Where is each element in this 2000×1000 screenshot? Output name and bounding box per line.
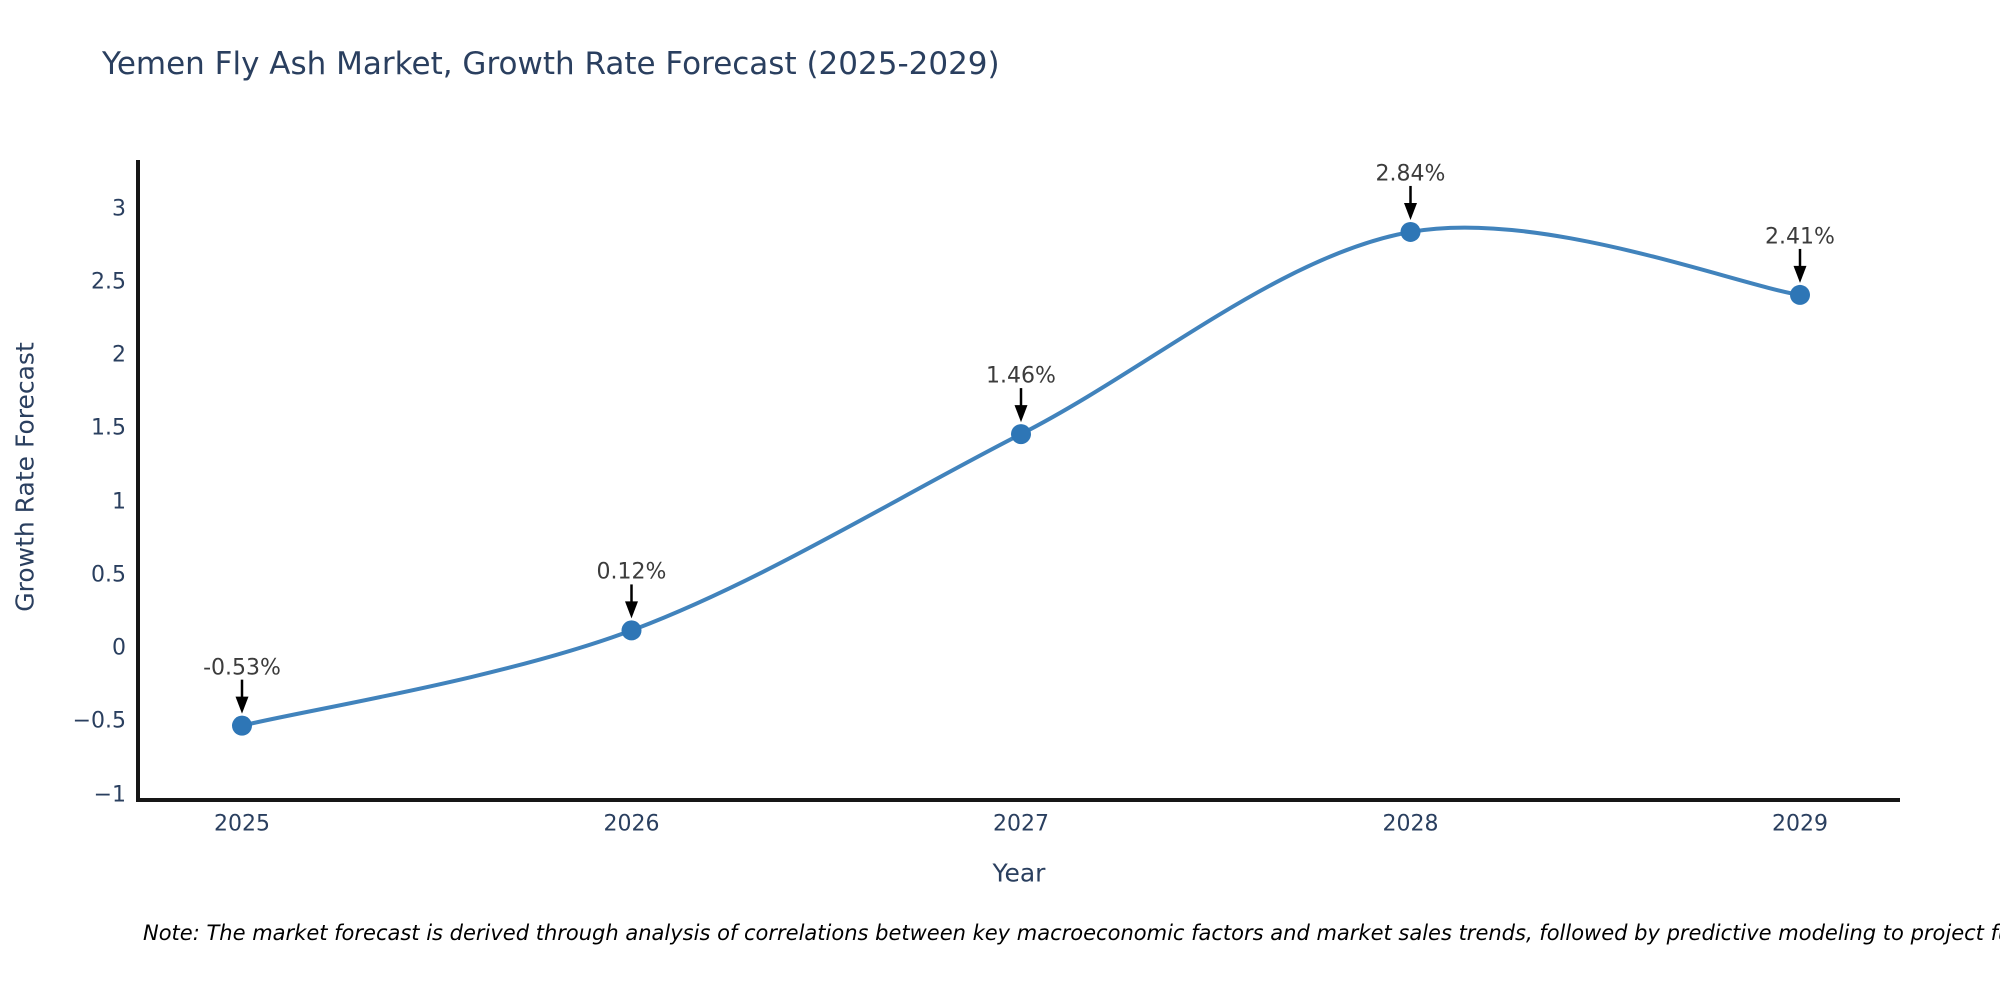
annotation-arrow-head	[1793, 265, 1807, 283]
y-tick-label: −0.5	[72, 708, 126, 734]
chart-title: Yemen Fly Ash Market, Growth Rate Foreca…	[102, 46, 1000, 82]
point-annotation: 0.12%	[596, 559, 667, 585]
point-annotation: 2.41%	[1765, 224, 1835, 250]
x-tick-label: 2026	[603, 811, 660, 837]
x-tick-label: 2029	[1772, 811, 1828, 837]
data-point-marker	[621, 620, 642, 641]
annotation-arrow-head	[625, 601, 638, 619]
data-point-marker	[1790, 284, 1810, 305]
y-tick-label: 2	[112, 342, 126, 368]
y-tick-label: −1	[93, 782, 126, 807]
x-tick-label: 2025	[214, 811, 270, 837]
point-annotation: 2.84%	[1375, 161, 1446, 187]
y-tick-label: 2.5	[91, 269, 126, 295]
data-point-marker	[232, 715, 252, 736]
point-annotation: 1.46%	[986, 363, 1056, 389]
annotation-arrow-head	[235, 696, 249, 714]
x-tick-label: 2027	[993, 811, 1049, 837]
data-point-marker	[1400, 221, 1421, 242]
x-tick-label: 2028	[1382, 811, 1439, 837]
annotation-arrow-head	[1404, 202, 1417, 220]
y-tick-label: 1.5	[91, 415, 126, 441]
y-tick-label: 0	[112, 635, 126, 661]
point-annotation: -0.53%	[203, 655, 281, 681]
data-point-marker	[1011, 424, 1031, 445]
footnote: Note: The market forecast is derived thr…	[143, 921, 2000, 945]
trend-line	[240, 225, 1802, 728]
x-axis-title: Year	[992, 858, 1046, 888]
y-tick-label: 1	[112, 489, 126, 514]
y-tick-label: 3	[112, 196, 126, 221]
y-tick-label: 0.5	[91, 562, 126, 588]
annotation-arrow-head	[1014, 405, 1028, 423]
